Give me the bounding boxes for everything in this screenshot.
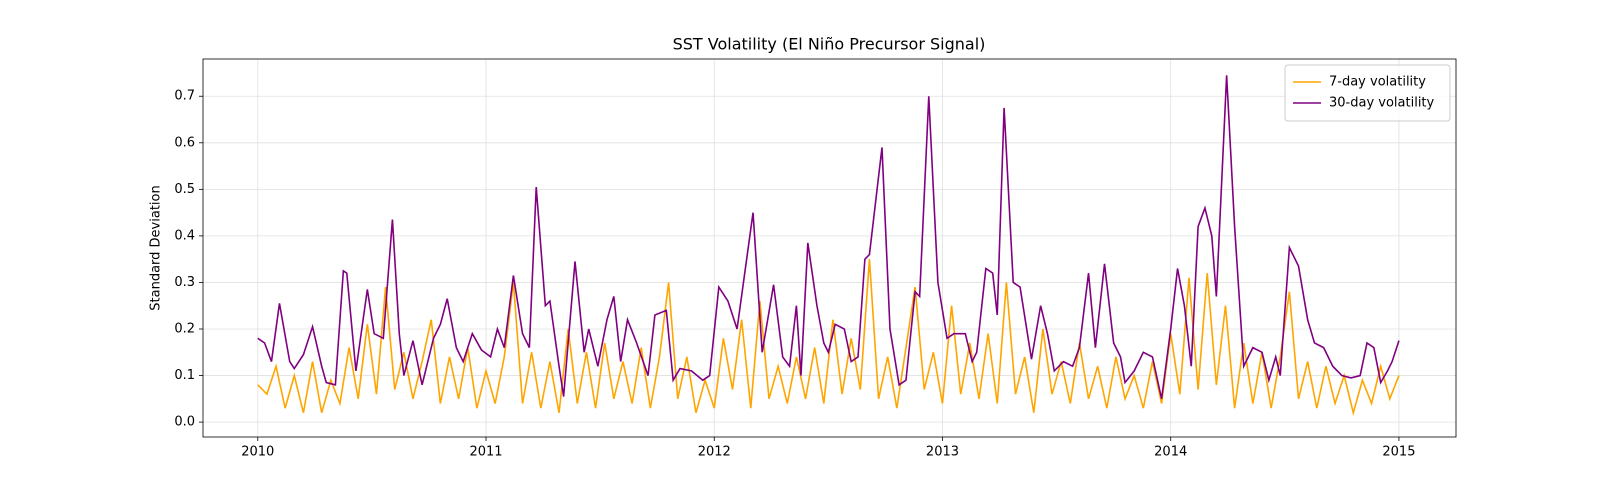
y-tick-label: 0.4 [174,228,195,243]
legend-label: 30-day volatility [1329,96,1435,111]
legend-label: 7-day volatility [1329,75,1426,90]
x-tick-label: 2014 [1154,445,1187,460]
y-tick-label: 0.3 [174,275,195,290]
x-tick-label: 2013 [926,445,959,460]
y-tick-label: 0.1 [174,368,195,383]
legend: 7-day volatility 30-day volatility [1284,64,1451,122]
chart-title: SST Volatility (El Niño Precursor Signal… [673,35,986,54]
x-tick-label: 2015 [1382,445,1415,460]
y-axis-label: Standard Deviation [149,185,164,310]
x-tick-label: 2011 [469,445,502,460]
y-tick-label: 0.7 [174,89,195,104]
x-tick-label: 2010 [241,445,274,460]
y-tick-label: 0.5 [174,182,195,197]
line-series [257,259,1400,416]
legend-box [1284,64,1451,122]
y-tick-label: 0.6 [174,135,195,150]
y-tick-label: 0.2 [174,322,195,337]
y-tick-label: 0.0 [174,415,195,430]
line-series [257,75,1400,400]
x-tick-label: 2012 [698,445,731,460]
plot-frame [202,58,1457,438]
